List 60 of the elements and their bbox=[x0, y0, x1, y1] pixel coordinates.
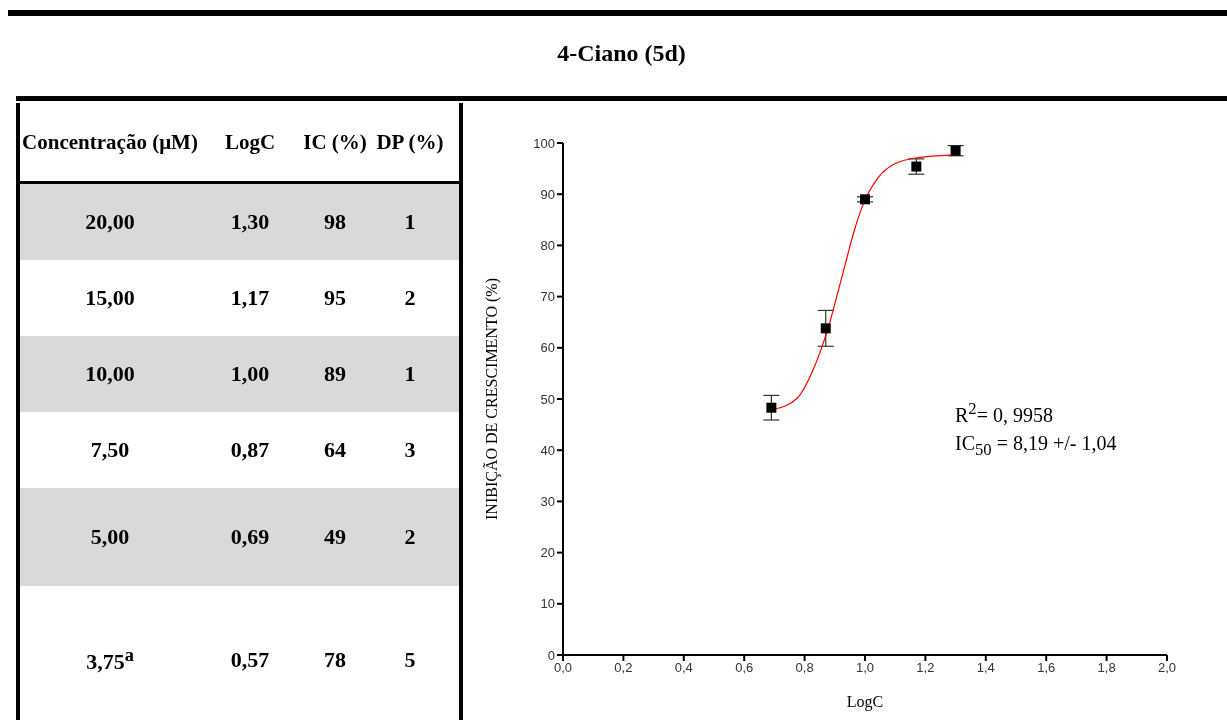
x-tick-label: 2,0 bbox=[1157, 660, 1177, 676]
x-tick-label: 0,0 bbox=[553, 660, 573, 676]
y-tick-label: 50 bbox=[540, 391, 555, 407]
x-tick-label: 1,0 bbox=[855, 660, 875, 676]
text: 5 bbox=[403, 647, 417, 673]
text: 5,00 bbox=[89, 524, 131, 550]
category-label: DP (%) bbox=[375, 129, 445, 155]
text: 98 bbox=[323, 209, 347, 235]
text: 1 bbox=[403, 209, 417, 235]
text: 0,57 bbox=[229, 647, 271, 673]
text: 20,00 bbox=[84, 209, 136, 235]
y-tick-label: 100 bbox=[533, 135, 555, 151]
text: 2 bbox=[403, 285, 417, 311]
x-tick-label: 0,6 bbox=[735, 660, 754, 676]
text: 0,69 bbox=[229, 524, 271, 550]
point bbox=[950, 145, 961, 156]
text: 4-Ciano (5d) bbox=[556, 40, 687, 67]
text: 1,00 bbox=[229, 361, 271, 387]
text: 15,00 bbox=[84, 285, 136, 311]
annotation: IC$_{50}$ = 8,19 +/- 1,04 bbox=[955, 430, 1117, 461]
text: 1,17 bbox=[229, 285, 271, 311]
y-tick-label: 10 bbox=[540, 596, 555, 612]
y-tick-label: 80 bbox=[540, 238, 555, 254]
x-tick-label: 0,8 bbox=[795, 660, 814, 676]
y-tick-label: 20 bbox=[540, 545, 555, 561]
text: 3,75$^{a}$ bbox=[85, 644, 135, 676]
text: 49 bbox=[323, 524, 347, 550]
category-label: IC (%) bbox=[302, 129, 368, 155]
y-tick-label: 70 bbox=[540, 289, 555, 305]
text: 64 bbox=[323, 437, 347, 463]
text: 0,87 bbox=[229, 437, 271, 463]
y-axis-title: INIBIÇÃO DE CRESCIMENTO (%) bbox=[482, 278, 501, 520]
x-tick-label: 0,2 bbox=[614, 660, 633, 676]
x-tick-label: 1,4 bbox=[976, 660, 995, 676]
text: 10,00 bbox=[84, 361, 136, 387]
text: 89 bbox=[323, 361, 347, 387]
category-label: Concentração (μM) bbox=[21, 129, 199, 155]
text: 95 bbox=[323, 285, 347, 311]
y-tick-label: 40 bbox=[540, 442, 555, 458]
text: 1,30 bbox=[229, 209, 271, 235]
point bbox=[820, 323, 831, 334]
y-tick-label: 90 bbox=[540, 186, 555, 202]
x-tick-label: 1,8 bbox=[1097, 660, 1116, 676]
text: 7,50 bbox=[89, 437, 131, 463]
x-tick-label: 1,6 bbox=[1037, 660, 1056, 676]
point bbox=[860, 194, 870, 205]
point bbox=[911, 161, 922, 172]
point bbox=[766, 402, 777, 413]
y-tick-label: 30 bbox=[540, 494, 555, 510]
y-tick-label: 0 bbox=[547, 647, 555, 663]
x-axis-title: LogC bbox=[846, 693, 884, 711]
y-tick-label: 60 bbox=[540, 340, 555, 356]
category-label: LogC bbox=[223, 129, 277, 155]
x-tick-label: 1,2 bbox=[916, 660, 935, 676]
text: 1 bbox=[403, 361, 417, 387]
annotation: R$^{2}$= 0, 9958 bbox=[955, 398, 1054, 428]
text: 2 bbox=[403, 524, 417, 550]
text: 78 bbox=[323, 647, 347, 673]
x-tick-label: 0,4 bbox=[674, 660, 693, 676]
text: 3 bbox=[403, 437, 417, 463]
